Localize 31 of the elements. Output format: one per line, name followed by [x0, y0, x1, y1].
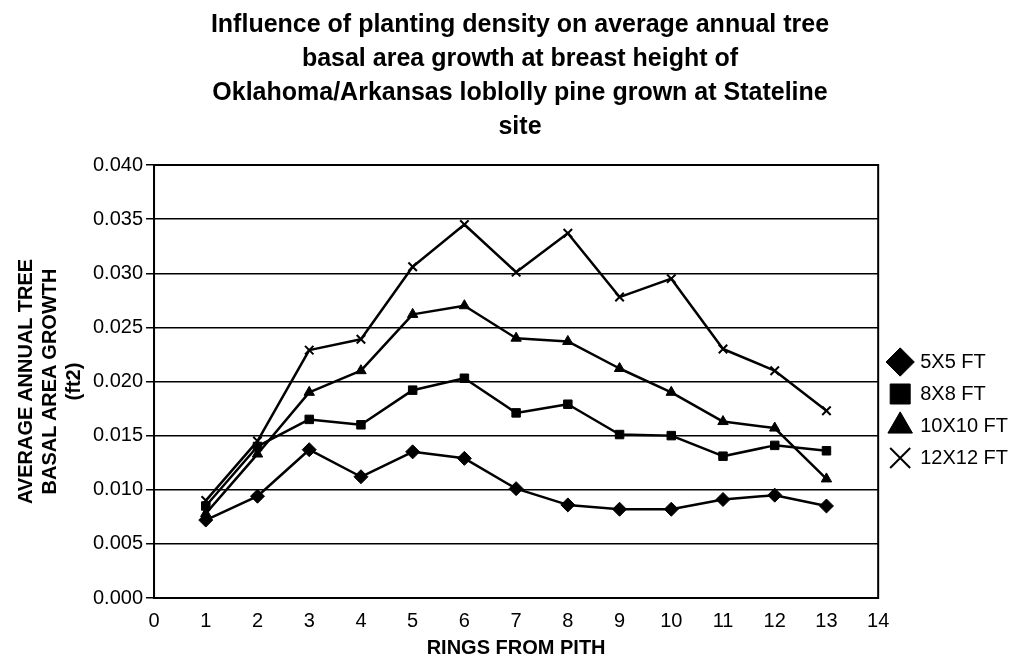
y-tick-label: 0.000	[92, 585, 144, 608]
x-tick-label: 8	[562, 608, 574, 631]
x-tick-label: 9	[614, 608, 626, 631]
y-tick-label: 0.005	[92, 531, 144, 554]
legend-label: 12X12 FT	[920, 445, 1009, 468]
x-tick-label: 7	[510, 608, 522, 631]
x-tick-label: 1	[200, 608, 212, 631]
legend-label: 5X5 FT	[920, 349, 986, 372]
y-axis-title: AVERAGE ANNUAL TREE BASAL AREA GROWTH (ft2)	[13, 258, 84, 505]
y-tick-label: 0.020	[92, 369, 144, 392]
x-tick-label: 11	[712, 608, 734, 631]
x-tick-label: 10	[660, 608, 683, 631]
x-axis-title: RINGS FROM PITH	[426, 635, 606, 658]
legend-label: 10X10 FT	[920, 413, 1009, 436]
y-tick-label: 0.010	[92, 477, 144, 500]
y-tick-label: 0.035	[92, 206, 144, 229]
y-tick-label: 0.015	[92, 423, 144, 446]
legend-label: 8X8 FT	[920, 381, 986, 404]
y-tick-label: 0.025	[92, 314, 144, 337]
x-tick-label: 4	[355, 608, 367, 631]
y-tick-label: 0.030	[92, 260, 144, 283]
x-tick-label: 0	[148, 608, 160, 631]
chart-title: Influence of planting density on average annual tree basal area growth at breast height of Oklahoma/Arkansas loblolly pine grown at Stateline site	[209, 8, 831, 141]
x-tick-label: 14	[867, 608, 890, 631]
y-tick-label: 0.040	[92, 152, 144, 175]
x-tick-label: 12	[763, 608, 786, 631]
x-tick-label: 2	[251, 608, 264, 631]
x-tick-label: 6	[458, 608, 470, 631]
x-tick-label: 5	[407, 608, 419, 631]
x-tick-label: 13	[815, 608, 838, 631]
x-tick-label: 3	[303, 608, 315, 631]
